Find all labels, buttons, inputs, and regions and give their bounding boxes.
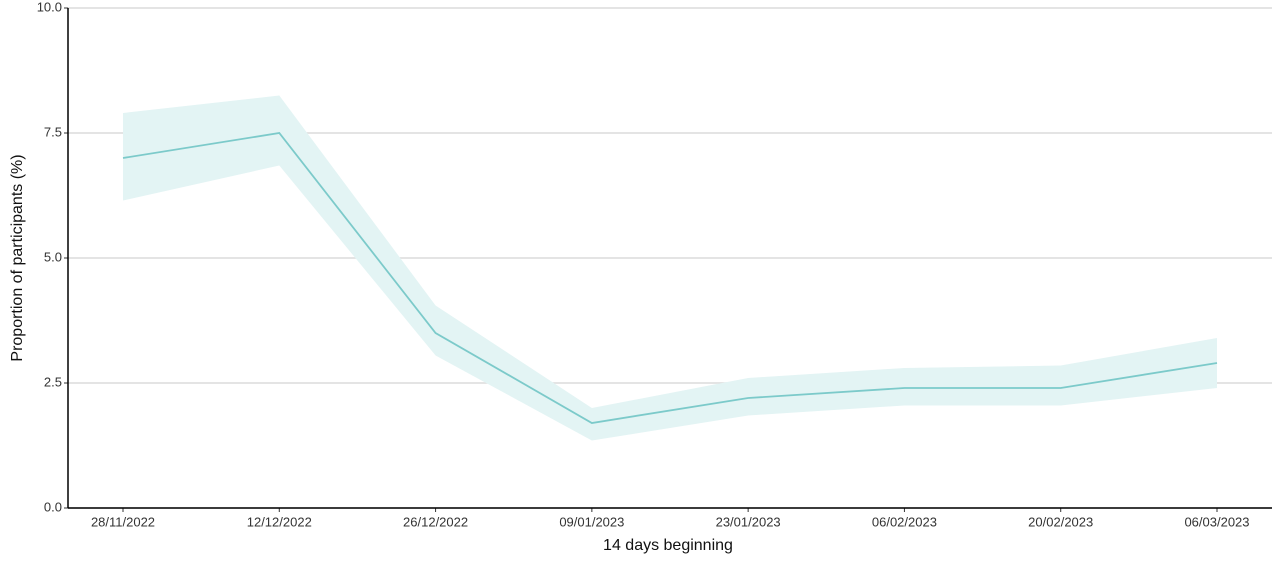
y-tick-label: 10.0: [37, 0, 62, 14]
y-tick-label: 0.0: [44, 499, 62, 514]
x-tick-label: 06/02/2023: [872, 514, 937, 529]
x-tick-label: 23/01/2023: [716, 514, 781, 529]
y-tick-label: 5.0: [44, 249, 62, 264]
y-tick-label: 2.5: [44, 374, 62, 389]
x-tick-label: 06/03/2023: [1184, 514, 1249, 529]
confidence-band: [123, 95, 1217, 441]
x-tick-label: 20/02/2023: [1028, 514, 1093, 529]
y-axis-title: Proportion of participants (%): [9, 154, 26, 361]
x-tick-label: 28/11/2022: [91, 514, 155, 529]
x-tick-label: 09/01/2023: [559, 514, 624, 529]
line: [122, 132, 1218, 424]
x-tick-label: 26/12/2022: [403, 514, 468, 529]
y-tick-label: 7.5: [44, 124, 62, 139]
x-tick-label: 12/12/2022: [247, 514, 312, 529]
x-axis-title: 14 days beginning: [603, 537, 733, 554]
